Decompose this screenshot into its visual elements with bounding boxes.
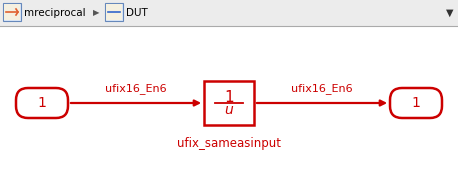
Text: ufix16_En6: ufix16_En6 (291, 84, 353, 95)
Bar (204, 81, 254, 125)
Bar (4, 4, 20, 20)
Text: ▼: ▼ (446, 8, 454, 18)
Bar (105, 3, 123, 21)
Text: 1: 1 (412, 96, 420, 110)
FancyBboxPatch shape (390, 88, 442, 118)
Bar (3, 3, 21, 21)
Text: ufix_sameasinput: ufix_sameasinput (177, 137, 281, 150)
Text: 1: 1 (38, 96, 46, 110)
Text: DUT: DUT (126, 8, 148, 18)
Text: u: u (224, 103, 234, 117)
Bar (0, 0, 458, 26)
Text: 1: 1 (224, 91, 234, 105)
Text: ▶: ▶ (93, 8, 99, 17)
Text: mreciprocal: mreciprocal (24, 8, 86, 18)
Text: ufix16_En6: ufix16_En6 (105, 84, 167, 95)
FancyBboxPatch shape (16, 88, 68, 118)
Bar (106, 4, 122, 20)
